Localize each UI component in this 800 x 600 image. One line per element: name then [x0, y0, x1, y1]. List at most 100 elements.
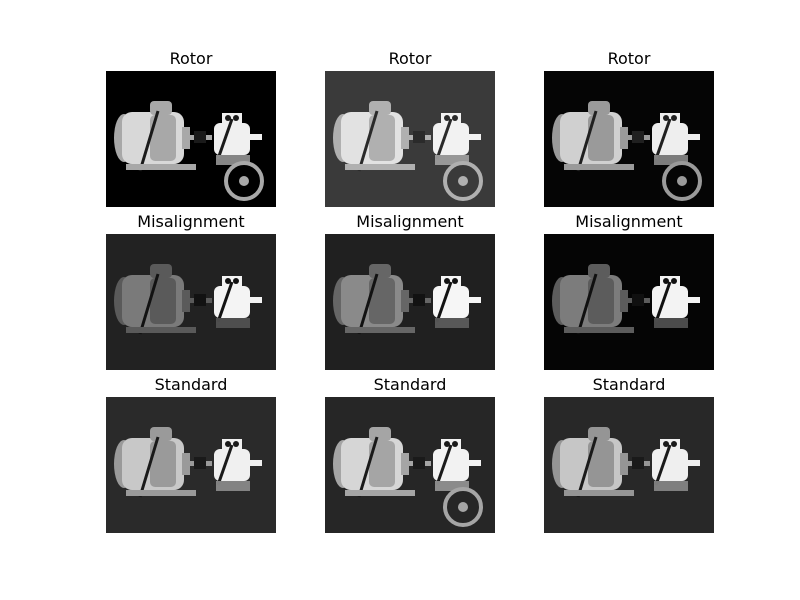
panel-image: [325, 71, 495, 207]
fan-guard: [224, 161, 264, 201]
right-motor-body: [433, 123, 469, 155]
right-motor-bolt: [452, 441, 458, 447]
left-motor-terminal-box: [150, 101, 172, 115]
right-motor-bolt: [225, 278, 231, 284]
left-motor-band: [588, 115, 614, 161]
left-motor-band: [588, 441, 614, 487]
right-motor-bolt: [233, 115, 239, 121]
left-motor-base: [564, 327, 634, 333]
left-motor-flange: [401, 453, 409, 475]
panel-title: Misalignment: [356, 212, 464, 231]
coupling: [194, 294, 206, 306]
right-motor-bolt: [444, 441, 450, 447]
belt-strap: [357, 110, 379, 172]
left-motor-base: [126, 327, 196, 333]
right-motor-bolt: [452, 115, 458, 121]
right-motor-bolt: [671, 441, 677, 447]
right-motor-shaft: [250, 460, 262, 466]
panel-image: [325, 234, 495, 370]
right-motor-bolt: [225, 441, 231, 447]
belt-strap: [138, 273, 160, 335]
belt-strap: [654, 444, 672, 486]
left-motor-flange: [182, 453, 190, 475]
left-motor-flange: [620, 290, 628, 312]
belt-strap: [138, 110, 160, 172]
left-motor-band: [369, 115, 395, 161]
left-motor-flange: [620, 453, 628, 475]
coupling: [632, 457, 644, 469]
fan-hub: [239, 176, 249, 186]
right-motor-bolt: [233, 441, 239, 447]
belt-strap: [138, 436, 160, 498]
left-motor-base: [345, 327, 415, 333]
belt-strap: [435, 444, 453, 486]
left-motor-band: [588, 278, 614, 324]
left-motor-flange: [182, 290, 190, 312]
left-motor-band: [369, 278, 395, 324]
right-motor-base: [435, 481, 469, 491]
right-motor-bolt: [663, 278, 669, 284]
panel-title: Standard: [154, 375, 228, 394]
right-motor-base: [216, 155, 250, 165]
panel-title: Rotor: [607, 49, 651, 68]
panel-image: [106, 234, 276, 370]
fan-guard: [443, 487, 483, 527]
right-motor-bolt: [452, 278, 458, 284]
panel-title: Misalignment: [137, 212, 245, 231]
belt-strap: [216, 118, 234, 160]
belt-strap: [576, 273, 598, 335]
left-motor-terminal-box: [588, 427, 610, 441]
right-motor-body: [214, 286, 250, 318]
belt-strap: [216, 444, 234, 486]
fan-guard: [443, 161, 483, 201]
right-motor-base: [216, 481, 250, 491]
right-motor-bolt: [671, 278, 677, 284]
panel-image: [544, 234, 714, 370]
coupling: [413, 457, 425, 469]
left-motor-base: [564, 490, 634, 496]
right-motor-body: [214, 123, 250, 155]
coupling: [194, 131, 206, 143]
left-motor-flange: [182, 127, 190, 149]
left-motor-terminal-box: [369, 101, 391, 115]
belt-strap: [576, 436, 598, 498]
left-motor-terminal-box: [369, 264, 391, 278]
right-motor-base: [435, 318, 469, 328]
panel-image: [544, 71, 714, 207]
right-motor-body: [652, 286, 688, 318]
right-motor-shaft: [469, 460, 481, 466]
panel-image: [106, 71, 276, 207]
left-motor-band: [150, 278, 176, 324]
right-motor-bolt: [225, 115, 231, 121]
right-motor-shaft: [469, 297, 481, 303]
belt-strap: [435, 118, 453, 160]
right-motor-shaft: [469, 134, 481, 140]
panel-title: Rotor: [169, 49, 213, 68]
right-motor-base: [216, 318, 250, 328]
right-motor-base: [654, 318, 688, 328]
left-motor-terminal-box: [150, 427, 172, 441]
left-motor-base: [564, 164, 634, 170]
right-motor-body: [433, 449, 469, 481]
right-motor-bolt: [233, 278, 239, 284]
right-motor-shaft: [688, 297, 700, 303]
left-motor-band: [369, 441, 395, 487]
belt-strap: [357, 436, 379, 498]
coupling: [632, 294, 644, 306]
left-motor-flange: [401, 127, 409, 149]
fan-guard: [662, 161, 702, 201]
right-motor-body: [433, 286, 469, 318]
coupling: [632, 131, 644, 143]
left-motor-band: [150, 441, 176, 487]
fan-hub: [458, 176, 468, 186]
right-motor-bolt: [671, 115, 677, 121]
fan-hub: [677, 176, 687, 186]
belt-strap: [357, 273, 379, 335]
right-motor-base: [654, 481, 688, 491]
right-motor-shaft: [250, 297, 262, 303]
right-motor-shaft: [250, 134, 262, 140]
panel-title: Misalignment: [575, 212, 683, 231]
left-motor-base: [345, 490, 415, 496]
belt-strap: [216, 281, 234, 323]
right-motor-bolt: [663, 441, 669, 447]
